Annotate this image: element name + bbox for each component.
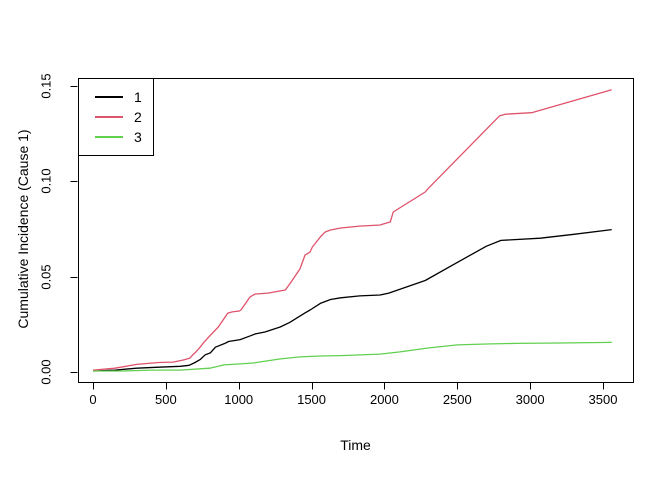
x-tick-label: 1500 (297, 392, 327, 407)
y-tick-label: 0.00 (38, 359, 54, 385)
legend-label: 1 (134, 89, 142, 105)
legend-line-sample (95, 96, 123, 98)
x-tick-label: 500 (154, 392, 177, 407)
y-tick-label: 0.10 (38, 168, 54, 194)
legend-item-3: 3 (79, 127, 153, 147)
legend-item-1: 1 (79, 87, 153, 107)
series-line-1 (92, 228, 612, 372)
legend-line-sample (95, 116, 123, 118)
legend-line-sample (95, 136, 123, 138)
x-tick-label: 3500 (588, 392, 618, 407)
y-tick-label: 0.05 (38, 264, 54, 290)
x-tick-label: 2500 (442, 392, 472, 407)
legend: 1 2 3 (78, 78, 154, 156)
y-axis-title: Cumulative Incidence (Cause 1) (15, 129, 31, 329)
x-tick-label: 2000 (369, 392, 399, 407)
series-line-3 (93, 341, 612, 372)
plot-border (78, 78, 634, 383)
x-tick-label: 1000 (224, 392, 254, 407)
legend-label: 3 (134, 129, 142, 145)
legend-label: 2 (134, 109, 142, 125)
x-axis-title: Time (340, 437, 371, 453)
x-tick-label: 0 (89, 392, 97, 407)
y-tick-label: 0.15 (38, 73, 54, 99)
series-line-2 (92, 89, 612, 371)
x-tick-label: 3000 (515, 392, 545, 407)
legend-item-2: 2 (79, 107, 153, 127)
